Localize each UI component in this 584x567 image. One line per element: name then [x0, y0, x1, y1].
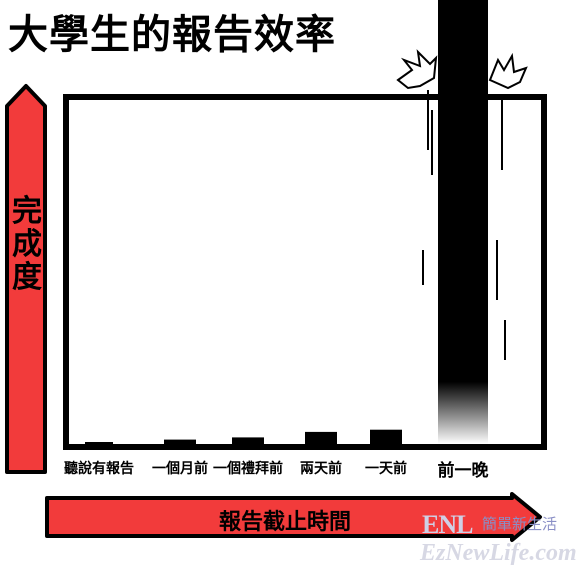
category-label-5: 前一晚 [437, 461, 489, 481]
x-axis-label: 報告截止時間 [218, 510, 351, 535]
bar-2 [232, 437, 264, 444]
category-label-0: 聽說有報告 [64, 461, 134, 477]
category-label-4: 一天前 [365, 461, 407, 477]
bar-5 [438, 0, 488, 444]
speed-lines [422, 90, 506, 360]
category-label-1: 一個月前 [152, 461, 208, 477]
burst-marks [396, 49, 528, 90]
watermark-logo: ENL [422, 510, 473, 539]
watermark-site: EzNewLife.com [420, 540, 577, 566]
y-axis-arrow [5, 84, 47, 474]
bar-0 [85, 442, 113, 444]
bar-4 [370, 429, 402, 444]
bars-group [85, 0, 488, 444]
y-axis-label: 完成度 [12, 194, 42, 295]
bar-1 [164, 439, 196, 444]
bar-3 [305, 431, 337, 444]
category-label-3: 兩天前 [300, 461, 342, 477]
category-label-2: 一個禮拜前 [213, 461, 283, 477]
watermark-logo-text: 簡單新生活 [482, 515, 558, 533]
chart-title: 大學生的報告效率 [8, 12, 336, 58]
x-axis-arrow [45, 492, 542, 542]
